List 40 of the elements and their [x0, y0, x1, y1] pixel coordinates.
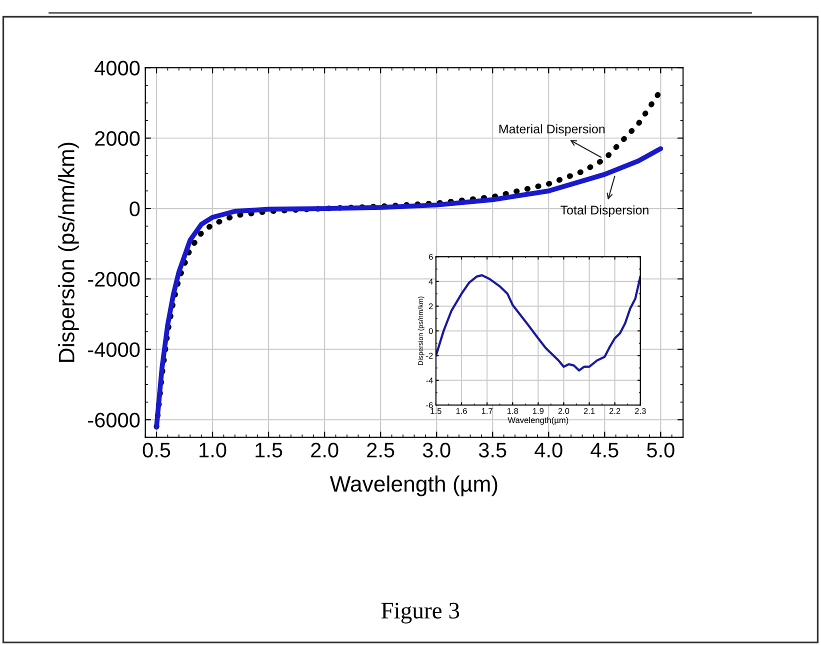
y-axis-title: Dispersion (ps/nm/km) — [58, 142, 79, 362]
y-tick-label: 4 — [428, 278, 433, 284]
y-tick-label: 0 — [428, 328, 433, 334]
y-tick-label: -4000 — [88, 342, 140, 358]
y-tick-label: 4000 — [94, 60, 140, 76]
y-tick-label: 0 — [130, 202, 140, 216]
x-tick-label: 4.5 — [590, 442, 618, 458]
x-tick-label: 1.6 — [456, 408, 467, 414]
line-series — [154, 146, 664, 430]
line-series — [436, 274, 640, 372]
x-tick-label: 1.0 — [200, 442, 226, 458]
y-tick-label: -4 — [426, 378, 433, 384]
y-tick-label: 6 — [428, 254, 433, 260]
x-tick-label: 3.0 — [422, 442, 450, 458]
y-tick-label: -6000 — [88, 412, 140, 428]
x-tick-label: 3.5 — [478, 442, 506, 458]
x-tick-label: 2.2 — [609, 408, 620, 414]
y-tick-label: 2000 — [95, 131, 140, 146]
y-tick-label: -2000 — [88, 272, 140, 287]
x-tick-label: 1.7 — [482, 408, 492, 414]
x-axis-title: Wavelength (µm) — [330, 475, 498, 496]
y-tick-label: 2 — [428, 303, 433, 310]
x-tick-label: 1.9 — [533, 408, 544, 414]
x-tick-label: 2.5 — [367, 442, 394, 458]
x-tick-label: 2.1 — [584, 408, 595, 414]
x-tick-label: 2.0 — [311, 442, 338, 458]
x-tick-label: 4.0 — [534, 442, 562, 458]
caption: Figure 3 — [381, 602, 460, 624]
x-tick-label: 1.8 — [507, 408, 518, 414]
y-tick-label: -2 — [426, 352, 433, 359]
x-tick-label: 5.0 — [647, 442, 674, 458]
annotation: Total Dispersion — [560, 205, 648, 217]
x-tick-label: 2.3 — [635, 408, 646, 414]
x-tick-label: 2.0 — [558, 408, 570, 414]
y-tick-label: -6 — [426, 402, 433, 408]
annotation: Material Dispersion — [499, 124, 605, 136]
x-tick-label: 1.5 — [256, 442, 282, 458]
x-tick-label: 1.5 — [430, 408, 442, 414]
x-tick-label: 0.5 — [142, 442, 170, 458]
x-axis-title: Wavelength(µm) — [508, 416, 568, 425]
